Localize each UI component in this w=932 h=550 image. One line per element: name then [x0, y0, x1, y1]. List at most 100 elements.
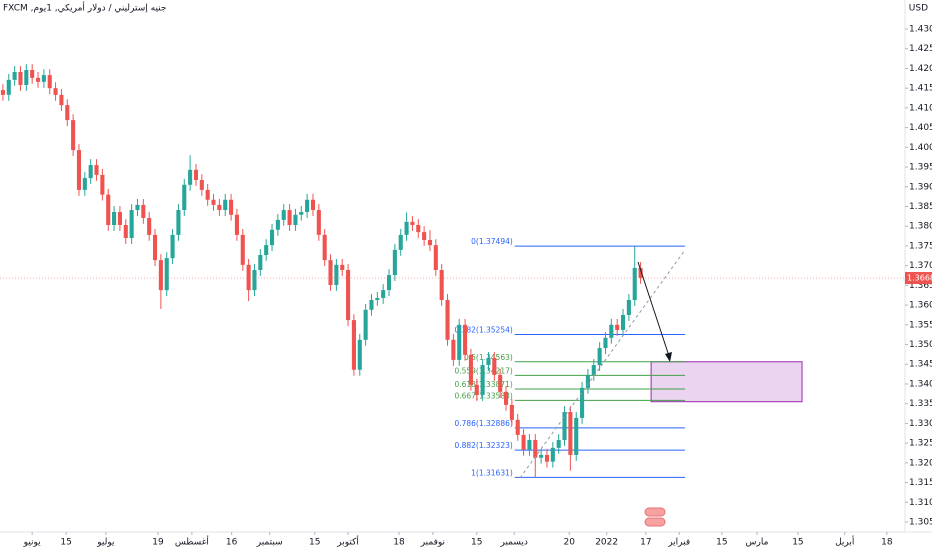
candle-body	[392, 249, 397, 276]
candle-body	[591, 365, 596, 375]
y-tick-label: 1.33000	[909, 419, 932, 429]
y-tick-label: 1.38500	[909, 202, 932, 212]
candle-body	[264, 245, 269, 255]
currency-label[interactable]: USD	[909, 4, 928, 14]
y-tick-label: 1.34000	[909, 379, 932, 389]
candle-body	[106, 194, 111, 226]
x-tick-label: 19	[152, 538, 164, 548]
candle-body	[211, 199, 216, 205]
y-tick-label: 1.35500	[909, 320, 932, 330]
candle-body	[258, 254, 263, 270]
x-tick-label: 15	[716, 538, 727, 548]
last-price-box	[905, 272, 932, 285]
y-tick-label: 1.41000	[909, 103, 932, 113]
candle-body	[539, 454, 544, 458]
candle-body	[6, 79, 11, 95]
candle-body	[176, 210, 181, 235]
candle-body	[533, 439, 538, 458]
candle-body	[375, 297, 380, 300]
candle-body	[422, 232, 427, 241]
x-tick-label: أكتوبر	[336, 536, 359, 548]
candle-body	[199, 180, 204, 190]
y-tick-label: 1.32000	[909, 458, 932, 468]
candle-body	[638, 268, 643, 278]
y-tick-label: 1.42500	[909, 44, 932, 54]
candle-body	[585, 374, 590, 388]
candle-body	[457, 324, 462, 360]
candle-body	[158, 260, 163, 291]
candle-body	[492, 357, 497, 375]
candle-body	[550, 447, 555, 462]
y-tick-label: 1.42000	[909, 64, 932, 74]
candle-body	[164, 258, 169, 291]
y-tick-label: 1.39500	[909, 163, 932, 173]
x-tick-label: أبريل	[835, 536, 854, 548]
candle-body	[521, 434, 526, 450]
candle-body	[41, 75, 46, 82]
candle-body	[609, 324, 614, 338]
target-zone	[650, 361, 803, 403]
candle-body	[503, 391, 509, 405]
candle-body	[509, 404, 514, 420]
candle-body	[217, 204, 222, 211]
candle-body	[351, 320, 356, 370]
y-tick-label: 1.33500	[909, 399, 932, 409]
candle-body	[100, 174, 105, 195]
candle-body	[123, 225, 128, 239]
y-tick-label: 1.39000	[909, 182, 932, 192]
candle-body	[170, 234, 175, 259]
event-icon[interactable]	[644, 517, 666, 527]
candle-body	[193, 169, 199, 181]
candle-body	[620, 314, 626, 330]
candle-body	[626, 299, 631, 315]
candle-body	[410, 221, 415, 226]
candle-body	[35, 77, 41, 82]
candle-body	[12, 71, 17, 80]
candle-body	[486, 357, 491, 366]
candle-body	[18, 71, 23, 85]
candle-body	[562, 411, 567, 440]
chart-title: جنيه إسترليني / دولار أمريكي, 1يوم, FXCM	[3, 2, 166, 14]
candle-body	[223, 199, 228, 211]
candle-body	[147, 217, 152, 235]
candle-body	[427, 240, 433, 246]
x-tick-label: 15	[471, 538, 482, 548]
candle-body	[357, 339, 362, 370]
candle-body	[88, 165, 93, 179]
candle-body	[65, 105, 70, 121]
candle-body	[322, 234, 327, 261]
candle-body	[386, 275, 392, 291]
candle-body	[112, 212, 117, 226]
candle-body	[94, 165, 99, 175]
fib-label: 0(1.37494)	[471, 237, 513, 246]
candle-body	[574, 417, 579, 455]
event-icon[interactable]	[644, 507, 666, 517]
candle-body	[363, 309, 368, 340]
candle-body	[141, 204, 146, 218]
candle-body	[346, 269, 351, 321]
candle-body	[152, 234, 158, 261]
y-tick-label: 1.30500	[909, 518, 932, 528]
y-tick-label: 1.40000	[909, 143, 932, 153]
candle-body	[480, 365, 485, 396]
y-tick-label: 1.37000	[909, 261, 932, 271]
candle-body	[340, 264, 345, 270]
candle-body	[463, 324, 468, 355]
candle-body	[53, 88, 58, 95]
y-tick-label: 1.41500	[909, 84, 932, 94]
candle-body	[129, 210, 134, 239]
y-tick-label: 1.32500	[909, 439, 932, 449]
candle-body	[334, 264, 339, 285]
candle-body	[439, 269, 444, 300]
candle-body	[498, 374, 503, 392]
y-tick-label: 1.31500	[909, 478, 932, 488]
candle-body	[287, 210, 292, 226]
fib-label: 0.786(1.32886)	[454, 419, 512, 428]
fib-label: 0.667(1.33583)	[454, 391, 512, 400]
candle-body	[416, 225, 421, 233]
candle-body	[398, 234, 403, 250]
candle-body	[281, 210, 286, 220]
x-tick-label: مارس	[746, 538, 769, 548]
candle-body	[0, 90, 5, 95]
